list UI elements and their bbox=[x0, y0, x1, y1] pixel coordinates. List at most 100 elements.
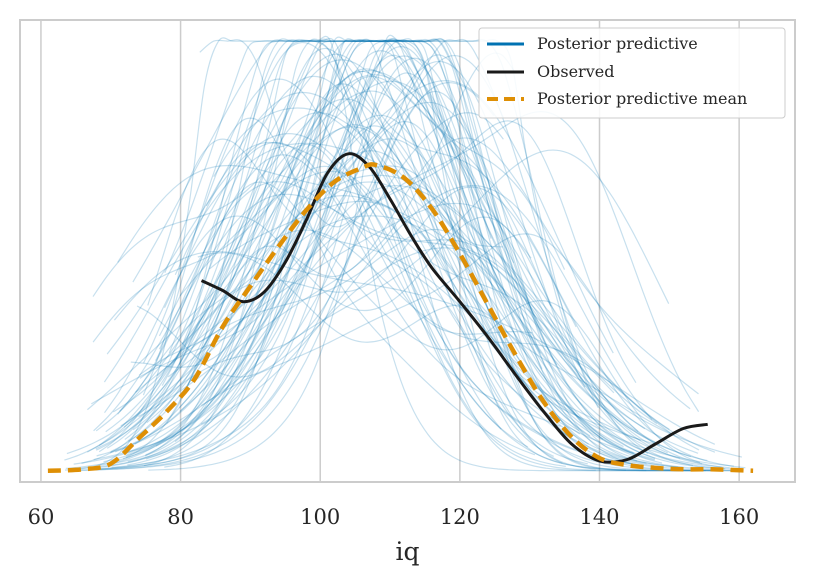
posterior-predictive-line bbox=[103, 142, 692, 458]
legend-label-mean: Posterior predictive mean bbox=[537, 89, 747, 108]
posterior-predictive-line bbox=[163, 141, 738, 472]
posterior-predictive-line bbox=[134, 181, 708, 462]
legend-label-observed: Observed bbox=[537, 62, 614, 81]
posterior-predictive-line bbox=[145, 75, 552, 460]
posterior-predictive-line bbox=[166, 37, 726, 470]
posterior-predictive-line bbox=[92, 165, 596, 471]
posterior-predictive-line bbox=[123, 112, 641, 442]
posterior-predictive-line bbox=[110, 40, 656, 453]
posterior-predictive-line bbox=[96, 36, 656, 470]
posterior-predictive-line bbox=[127, 46, 589, 463]
posterior-predictive-line bbox=[201, 38, 636, 466]
x-tick-label: 120 bbox=[440, 505, 480, 529]
posterior-predictive-line bbox=[113, 250, 716, 445]
posterior-predictive-line bbox=[205, 141, 640, 466]
posterior-predictive-line bbox=[81, 80, 543, 464]
posterior-predictive-line bbox=[117, 164, 719, 471]
posterior-predictive-line bbox=[209, 200, 671, 434]
posterior-predictive-line bbox=[95, 38, 655, 460]
posterior-predictive-line bbox=[209, 111, 700, 413]
posterior-predictive-line bbox=[106, 132, 722, 468]
posterior-predictive-line bbox=[70, 54, 504, 470]
posterior-predictive-line bbox=[181, 229, 700, 451]
grid bbox=[40, 20, 740, 482]
posterior-predictive-line bbox=[136, 247, 668, 454]
legend: Posterior predictive Observed Posterior … bbox=[478, 27, 786, 119]
posterior-predictive-line bbox=[96, 80, 614, 457]
posterior-predictive-line bbox=[95, 57, 558, 470]
posterior-predictive-line bbox=[164, 39, 529, 448]
posterior-predictive-line bbox=[66, 74, 515, 455]
mean-line-group bbox=[47, 162, 754, 473]
posterior-predictive-line bbox=[179, 170, 502, 430]
posterior-predictive-line bbox=[93, 184, 653, 461]
posterior-predictive-line bbox=[197, 252, 604, 440]
posterior-predictive-line bbox=[158, 181, 621, 431]
posterior-predictive-lines bbox=[64, 34, 746, 472]
posterior-predictive-line bbox=[100, 38, 743, 471]
posterior-predictive-line bbox=[178, 39, 627, 471]
posterior-predictive-line bbox=[130, 150, 634, 454]
posterior-predictive-line bbox=[143, 78, 647, 472]
posterior-predictive-line bbox=[144, 47, 746, 469]
x-tick-label: 60 bbox=[28, 505, 55, 529]
posterior-predictive-line bbox=[65, 39, 681, 469]
posterior-predictive-line bbox=[117, 39, 691, 472]
x-tick-label: 100 bbox=[300, 505, 340, 529]
posterior-predictive-line bbox=[98, 53, 714, 472]
posterior-predictive-line bbox=[213, 107, 647, 465]
posterior-predictive-line bbox=[122, 37, 543, 460]
posterior-predictive-line bbox=[87, 124, 661, 447]
posterior-predictive-line bbox=[199, 39, 536, 456]
posterior-predictive-line bbox=[179, 60, 586, 412]
posterior-predictive-line bbox=[142, 90, 730, 469]
x-tick-labels: 60 80 100 120 140 160 bbox=[28, 505, 760, 529]
posterior-predictive-line bbox=[92, 98, 555, 457]
posterior-predictive-line bbox=[112, 143, 533, 413]
posterior-predictive-line bbox=[91, 38, 706, 472]
posterior-predictive-line bbox=[74, 82, 495, 471]
posterior-predictive-line bbox=[147, 138, 526, 372]
posterior-predictive-line bbox=[110, 149, 670, 454]
posterior-predictive-line bbox=[174, 120, 637, 443]
posterior-predictive-line bbox=[70, 112, 504, 471]
posterior-predictive-line bbox=[143, 39, 633, 467]
posterior-predictive-line bbox=[138, 83, 615, 394]
posterior-predictive-line bbox=[139, 174, 658, 425]
mean-line bbox=[47, 162, 754, 473]
posterior-predictive-line bbox=[146, 70, 581, 435]
x-axis-label: iq bbox=[396, 537, 420, 566]
posterior-predictive-line bbox=[164, 38, 681, 472]
posterior-predictive-line bbox=[90, 50, 496, 470]
posterior-predictive-line bbox=[125, 125, 503, 456]
posterior-predictive-line bbox=[167, 202, 532, 378]
posterior-predictive-line bbox=[145, 68, 566, 456]
posterior-predictive-line bbox=[103, 38, 663, 464]
posterior-predictive-line bbox=[178, 39, 599, 409]
posterior-predictive-line bbox=[111, 72, 699, 468]
posterior-predictive-line bbox=[132, 39, 566, 467]
posterior-predictive-line bbox=[113, 101, 743, 464]
posterior-predictive-line bbox=[86, 186, 577, 453]
x-tick-label: 160 bbox=[719, 505, 759, 529]
posterior-predictive-line bbox=[168, 181, 701, 464]
posterior-predictive-line bbox=[155, 154, 561, 427]
x-tick-label: 80 bbox=[167, 505, 194, 529]
legend-label-posterior-predictive: Posterior predictive bbox=[537, 34, 698, 53]
plot-frame bbox=[19, 19, 796, 483]
posterior-predictive-line bbox=[174, 91, 734, 467]
posterior-predictive-line bbox=[123, 38, 683, 469]
posterior-predictive-line bbox=[73, 38, 703, 465]
x-tick-label: 140 bbox=[579, 505, 619, 529]
posterior-predictive-line bbox=[93, 193, 639, 433]
posterior-predictive-line bbox=[127, 138, 505, 466]
posterior-predictive-line bbox=[138, 52, 516, 418]
posterior-predictive-line bbox=[155, 55, 492, 447]
posterior-predictive-line bbox=[98, 38, 588, 465]
posterior-predictive-line bbox=[104, 215, 580, 414]
posterior-predictive-line bbox=[95, 90, 655, 461]
posterior-predictive-line bbox=[135, 228, 542, 393]
posterior-predictive-line bbox=[124, 70, 670, 440]
posterior-predictive-line bbox=[64, 54, 638, 462]
